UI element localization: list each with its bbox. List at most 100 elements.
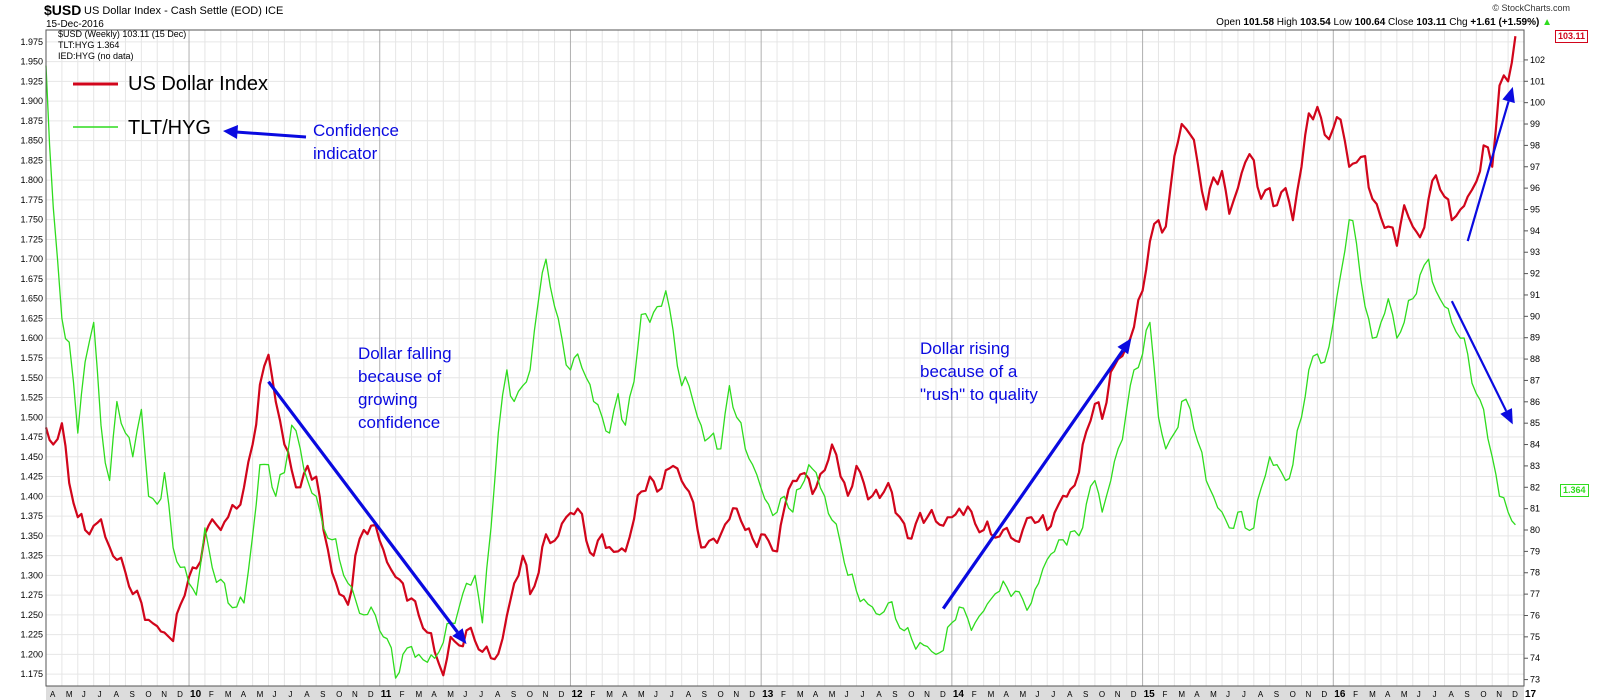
x-tick-label: D — [1512, 690, 1518, 699]
x-tick-label: J — [1226, 690, 1230, 699]
x-tick-label: S — [1083, 690, 1088, 699]
x-tick-label: A — [1067, 690, 1073, 699]
x-tick-label: J — [1035, 690, 1039, 699]
right-tick-label: 75 — [1530, 632, 1540, 642]
x-tick-label: N — [1306, 690, 1312, 699]
grid-lines — [45, 30, 1525, 686]
x-tick-label: N — [733, 690, 739, 699]
x-tick-label: A — [876, 690, 882, 699]
left-tick-label: 1.275 — [20, 590, 43, 600]
x-tick-label: O — [527, 690, 533, 699]
x-tick-label: M — [1401, 690, 1408, 699]
right-tick-label: 78 — [1530, 568, 1540, 578]
left-tick-label: 1.175 — [20, 669, 43, 679]
high-value: 103.54 — [1300, 17, 1331, 28]
trend-arrow-head — [1117, 338, 1132, 355]
right-tick-label: 73 — [1530, 675, 1540, 685]
x-tick-label: F — [1353, 690, 1358, 699]
legend-ratio-big: TLT/HYG — [128, 117, 211, 139]
x-tick-label: J — [670, 690, 674, 699]
right-tick-label: 87 — [1530, 375, 1540, 385]
x-tick-label: O — [1290, 690, 1296, 699]
right-axis-ticks: 73 74 75 76 77 78 79 80 81 82 83 84 85 86 87 88 89 90 91 92… — [1524, 55, 1545, 685]
plot-frame — [45, 29, 1525, 687]
annotation-dollar-rising: Dollar rising because of a "rush" to qua… — [920, 339, 1038, 404]
x-tick-label: M — [416, 690, 423, 699]
right-tick-label: 100 — [1530, 98, 1545, 108]
right-tick-label: 84 — [1530, 440, 1540, 450]
left-tick-label: 1.700 — [20, 254, 43, 264]
ratio-last-value-tag: 1.364 — [1560, 484, 1589, 497]
right-tick-label: 97 — [1530, 162, 1540, 172]
x-tick-label: A — [1449, 690, 1455, 699]
right-tick-label: 102 — [1530, 55, 1545, 65]
right-tick-label: 81 — [1530, 504, 1540, 514]
symbol: $USD — [44, 2, 82, 18]
x-tick-label: M — [225, 690, 232, 699]
x-tick-label: A — [1194, 690, 1200, 699]
left-tick-label: 1.675 — [20, 274, 43, 284]
ratio-series-line — [45, 65, 1516, 679]
x-tick-label: O — [1480, 690, 1486, 699]
right-tick-label: 90 — [1530, 311, 1540, 321]
left-axis-ticks: 1.175 1.200 1.225 1.250 1.275 1.300 1.325 1.350… — [20, 37, 43, 679]
x-tick-label: M — [66, 690, 73, 699]
right-tick-label: 80 — [1530, 525, 1540, 535]
usd-last-value-tag: 103.11 — [1555, 30, 1589, 43]
x-tick-label: S — [892, 690, 897, 699]
x-tick-label: N — [352, 690, 358, 699]
x-tick-label: M — [1210, 690, 1217, 699]
right-tick-label: 82 — [1530, 482, 1540, 492]
ohlc-readout: Open 101.58 High 103.54 Low 100.64 Close… — [1216, 17, 1552, 28]
trend-arrow-shaft — [941, 349, 1125, 610]
x-tick-label: A — [495, 690, 501, 699]
x-tick-label: J — [1433, 690, 1437, 699]
right-tick-label: 79 — [1530, 546, 1540, 556]
left-tick-label: 1.300 — [20, 570, 43, 580]
annotation-dollar-falling: Dollar falling because of growing confid… — [358, 344, 452, 432]
x-tick-label: J — [463, 690, 467, 699]
x-tick-label: J — [479, 690, 483, 699]
x-tick-label: J — [272, 690, 276, 699]
left-tick-label: 1.775 — [20, 195, 43, 205]
left-tick-label: 1.850 — [20, 136, 43, 146]
trend-arrow-shaft — [1450, 300, 1508, 412]
right-tick-label: 77 — [1530, 589, 1540, 599]
left-tick-label: 1.950 — [20, 57, 43, 67]
trend-arrow-head — [452, 628, 467, 645]
right-tick-label: 93 — [1530, 247, 1540, 257]
open-label: Open — [1216, 17, 1241, 28]
x-tick-label: N — [924, 690, 930, 699]
right-tick-label: 86 — [1530, 397, 1540, 407]
left-tick-label: 1.600 — [20, 333, 43, 343]
x-tick-label: S — [1464, 690, 1469, 699]
left-tick-label: 1.650 — [20, 294, 43, 304]
right-tick-label: 91 — [1530, 290, 1540, 300]
left-tick-label: 1.425 — [20, 472, 43, 482]
x-tick-label: A — [241, 690, 247, 699]
legend-usd-small: $USD (Weekly) 103.11 (15 Dec) — [58, 29, 187, 39]
x-tick-label: M — [1369, 690, 1376, 699]
right-tick-label: 89 — [1530, 333, 1540, 343]
x-tick-label: J — [98, 690, 102, 699]
x-tick-label: A — [114, 690, 120, 699]
x-tick-label: J — [288, 690, 292, 699]
left-tick-label: 1.725 — [20, 234, 43, 244]
left-tick-label: 1.875 — [20, 116, 43, 126]
left-tick-label: 1.625 — [20, 313, 43, 323]
series-lines — [44, 36, 1517, 679]
x-tick-label: 17 — [1525, 689, 1537, 700]
x-tick-label: S — [129, 690, 134, 699]
chg-value: +1.61 (+1.59%) — [1470, 17, 1540, 28]
x-tick-label: F — [400, 690, 405, 699]
x-tick-label: D — [177, 690, 183, 699]
x-tick-label: A — [50, 690, 56, 699]
x-tick-label: D — [368, 690, 374, 699]
x-tick-label: D — [1321, 690, 1327, 699]
right-tick-label: 99 — [1530, 119, 1540, 129]
x-tick-label: O — [717, 690, 723, 699]
x-tick-label: O — [908, 690, 914, 699]
left-tick-label: 1.450 — [20, 452, 43, 462]
x-tick-label: S — [702, 690, 707, 699]
